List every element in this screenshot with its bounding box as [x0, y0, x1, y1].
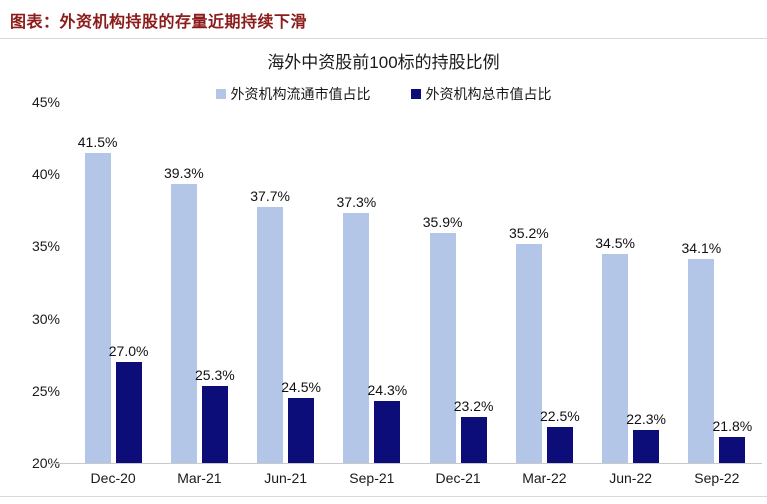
legend-item-free-float: 外资机构流通市值占比: [215, 84, 371, 104]
x-tick-label: Mar-21: [177, 470, 222, 486]
bar: 39.3%: [164, 165, 204, 463]
bar-value-label: 25.3%: [195, 367, 235, 384]
bar: 41.5%: [78, 134, 117, 463]
bar-value-label: 41.5%: [77, 133, 118, 150]
bar-value-label: 27.0%: [108, 342, 149, 359]
plot-area: 41.5% 27.0% 39.3% 25.3% 37.7% 24.5% 37.3% 24.3%…: [70, 102, 760, 463]
y-tick-label: 25%: [31, 382, 60, 399]
bar: 23.2%: [454, 398, 493, 463]
bar-group-sep-21: 37.3% 24.3%: [329, 102, 415, 463]
bar-value-label: 24.3%: [367, 381, 408, 398]
bar: 27.0%: [109, 343, 148, 463]
bar-group-jun-21: 37.7% 24.5%: [243, 102, 329, 463]
bar: 24.5%: [281, 379, 321, 463]
chart-legend: 外资机构流通市值占比 外资机构总市值占比: [0, 84, 767, 104]
bar-group-jun-22: 34.5% 22.3%: [588, 102, 674, 463]
x-tick-label: Dec-20: [90, 470, 136, 486]
bar-value-label: 22.5%: [540, 407, 580, 424]
bottom-divider: [0, 496, 767, 497]
bar: 25.3%: [195, 367, 235, 463]
legend-item-total-cap: 外资机构总市值占比: [410, 84, 552, 104]
y-tick-label: 40%: [31, 166, 60, 183]
caption-divider: [0, 38, 767, 39]
bar: 37.3%: [337, 194, 376, 463]
bar: 34.1%: [682, 240, 721, 463]
bar-group-mar-21: 39.3% 25.3%: [156, 102, 242, 463]
bar: 35.2%: [509, 225, 549, 463]
x-tick-label: Sep-21: [349, 470, 395, 486]
bar-value-label: 35.9%: [422, 214, 463, 231]
bar: 37.7%: [250, 188, 290, 463]
x-tick-label: Jun-22: [609, 470, 653, 486]
x-tick-label: Dec-21: [435, 470, 481, 486]
bar-value-label: 22.3%: [626, 410, 666, 427]
bar-value-label: 21.8%: [712, 418, 753, 435]
y-tick-label: 30%: [31, 310, 60, 327]
legend-label: 外资机构流通市值占比: [230, 86, 371, 102]
x-tick-label: Mar-22: [522, 470, 567, 486]
bar: 22.3%: [626, 411, 666, 463]
y-tick-label: 45%: [31, 94, 60, 110]
y-tick-label: 20%: [31, 455, 60, 471]
figure-caption: 图表：外资机构持股的存量近期持续下滑: [10, 14, 308, 31]
legend-label: 外资机构总市值占比: [425, 86, 552, 102]
y-axis: 45% 40% 35% 30% 25% 20%: [6, 94, 60, 471]
bar-value-label: 35.2%: [509, 224, 549, 241]
bar-group-sep-22: 34.1% 21.8%: [674, 102, 760, 463]
chart-title: 海外中资股前100标的持股比例: [267, 53, 500, 72]
bar-group-mar-22: 35.2% 22.5%: [501, 102, 587, 463]
x-tick-label: Jun-21: [264, 470, 308, 486]
bar: 34.5%: [595, 235, 635, 463]
bar: 22.5%: [540, 408, 580, 463]
bar-value-label: 34.5%: [595, 234, 635, 251]
legend-swatch-navy: [410, 89, 421, 99]
bar-value-label: 24.5%: [281, 379, 321, 396]
bar-group-dec-21: 35.9% 23.2%: [415, 102, 501, 463]
bar: 24.3%: [368, 382, 407, 463]
bar-value-label: 37.3%: [336, 194, 377, 211]
bar: 35.9%: [423, 214, 462, 463]
bar-value-label: 23.2%: [453, 397, 494, 414]
x-tick-label: Sep-22: [694, 470, 740, 486]
x-axis-labels: Dec-20 Mar-21 Jun-21 Sep-21 Dec-21 Mar-22 Jun-…: [70, 470, 760, 486]
bar-value-label: 34.1%: [681, 240, 722, 257]
bar: 21.8%: [713, 418, 752, 463]
bar-value-label: 39.3%: [164, 165, 204, 182]
bar-group-dec-20: 41.5% 27.0%: [70, 102, 156, 463]
y-tick-label: 35%: [31, 238, 60, 255]
bar-value-label: 37.7%: [250, 188, 290, 205]
legend-swatch-light-blue: [215, 89, 226, 99]
x-axis-line: [50, 463, 762, 464]
